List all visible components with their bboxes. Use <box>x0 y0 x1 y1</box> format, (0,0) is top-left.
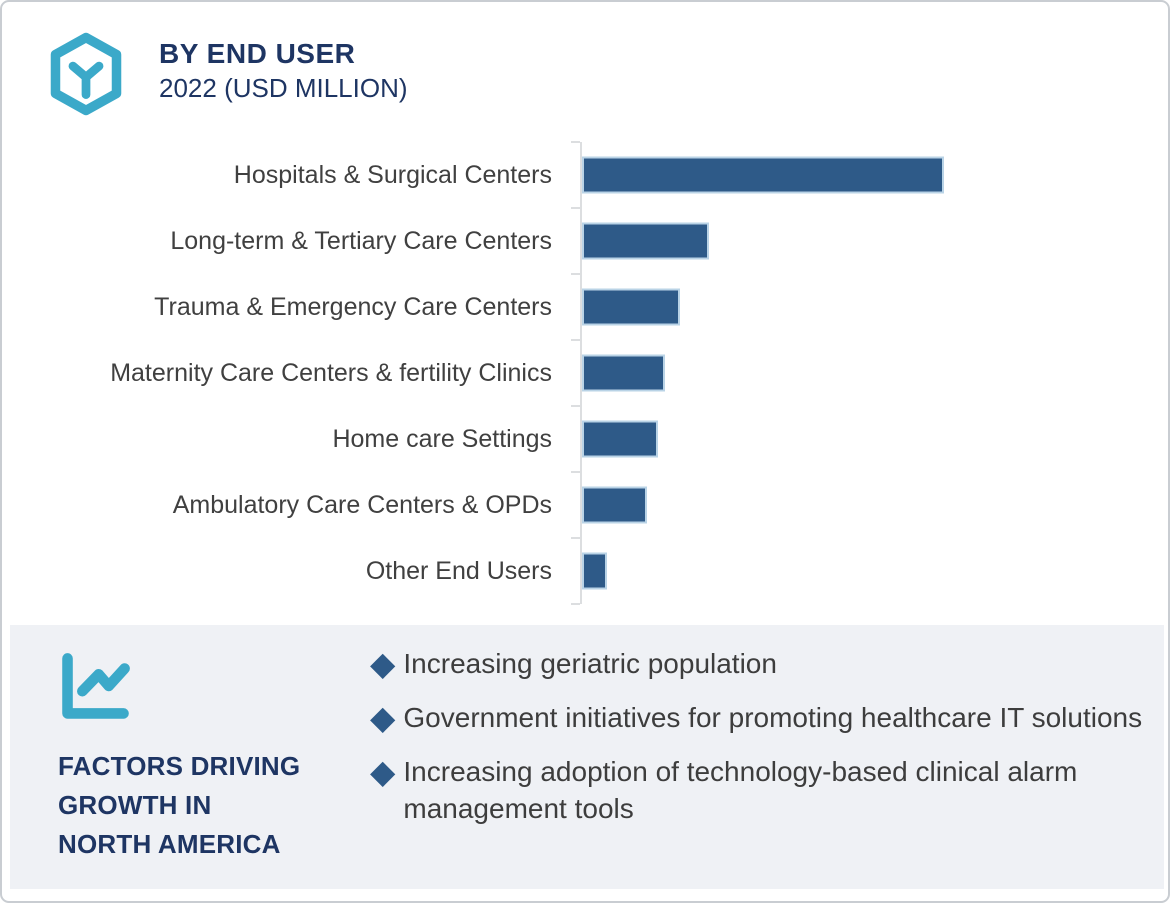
factors-heading: FACTORS DRIVING GROWTH IN NORTH AMERICA <box>58 747 300 864</box>
bar-track <box>571 273 1170 340</box>
bar <box>582 552 607 590</box>
bar-track <box>571 141 1170 208</box>
factors-heading-line: NORTH AMERICA <box>58 829 281 859</box>
bar <box>582 354 665 392</box>
bar <box>582 486 647 524</box>
factors-panel: FACTORS DRIVING GROWTH IN NORTH AMERICA … <box>10 625 1164 889</box>
factor-item: ◆ Increasing adoption of technology-base… <box>370 753 1150 827</box>
bar <box>582 156 944 194</box>
category-label: Trauma & Emergency Care Centers <box>154 292 552 321</box>
bar-chart-row: Maternity Care Centers & fertility Clini… <box>2 339 1170 406</box>
factors-heading-line: GROWTH IN <box>58 790 212 820</box>
diamond-bullet-icon: ◆ <box>370 699 396 736</box>
bar-track <box>571 207 1170 274</box>
bar-chart-row: Trauma & Emergency Care Centers <box>2 273 1170 340</box>
hexagon-y-logo-icon <box>46 32 126 116</box>
category-label: Hospitals & Surgical Centers <box>233 160 552 189</box>
header-titles: BY END USER 2022 (USD MILLION) <box>159 32 408 105</box>
bar-chart-row: Hospitals & Surgical Centers <box>2 141 1170 208</box>
factor-text: Government initiatives for promoting hea… <box>403 702 1143 733</box>
bar-chart: Hospitals & Surgical Centers Long-term &… <box>2 141 1170 605</box>
category-label: Other End Users <box>365 556 552 585</box>
bar-chart-row: Long-term & Tertiary Care Centers <box>2 207 1170 274</box>
factor-item: ◆ Increasing geriatric population <box>370 645 1150 682</box>
diamond-bullet-icon: ◆ <box>370 645 396 682</box>
category-label: Ambulatory Care Centers & OPDs <box>172 490 552 519</box>
chart-title: BY END USER <box>159 38 356 69</box>
chart-subtitle: 2022 (USD MILLION) <box>159 73 408 103</box>
bar-track <box>571 339 1170 406</box>
line-chart-icon <box>58 651 132 723</box>
bar <box>582 222 709 260</box>
chart-header: BY END USER 2022 (USD MILLION) <box>46 32 408 116</box>
category-label: Maternity Care Centers & fertility Clini… <box>110 358 552 387</box>
factor-text: Increasing geriatric population <box>403 648 777 679</box>
bar-track <box>571 537 1170 605</box>
bar <box>582 288 680 326</box>
factors-heading-line: FACTORS DRIVING <box>58 751 301 781</box>
bar-chart-rows: Hospitals & Surgical Centers Long-term &… <box>2 141 1170 605</box>
factor-item: ◆ Government initiatives for promoting h… <box>370 699 1150 736</box>
bar-chart-row: Ambulatory Care Centers & OPDs <box>2 471 1170 538</box>
bar-track <box>571 405 1170 472</box>
factor-text: Increasing adoption of technology-based … <box>403 756 1078 824</box>
bar-chart-row: Other End Users <box>2 537 1170 605</box>
bar <box>582 420 658 458</box>
category-label: Home care Settings <box>332 424 552 453</box>
factors-list: ◆ Increasing geriatric population ◆ Gove… <box>370 645 1150 844</box>
bar-chart-row: Home care Settings <box>2 405 1170 472</box>
diamond-bullet-icon: ◆ <box>370 753 396 790</box>
category-label: Long-term & Tertiary Care Centers <box>170 226 552 255</box>
bar-track <box>571 471 1170 538</box>
